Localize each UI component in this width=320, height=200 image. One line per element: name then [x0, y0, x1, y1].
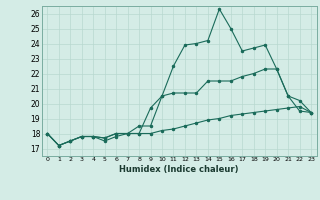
X-axis label: Humidex (Indice chaleur): Humidex (Indice chaleur) — [119, 165, 239, 174]
